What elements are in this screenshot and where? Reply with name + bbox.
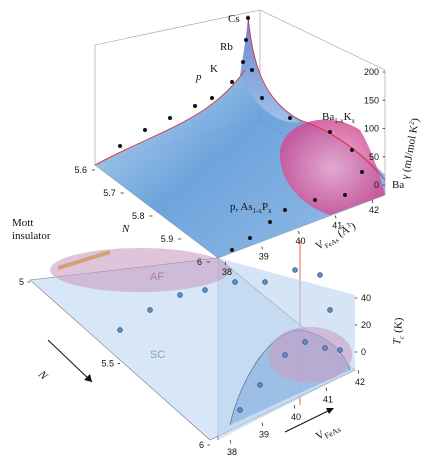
tick-label: 150 <box>364 95 379 105</box>
label-k: K <box>210 63 218 75</box>
tick-label: 0 <box>361 347 366 357</box>
v-arrowhead <box>326 408 334 414</box>
tick-mark <box>325 387 328 392</box>
tick-mark <box>261 422 264 427</box>
tick-mark <box>261 246 263 250</box>
tc-dots <box>117 267 343 413</box>
tick-label: 40 <box>291 412 301 422</box>
axis-part: 3 <box>345 221 352 230</box>
tick-label: 6 <box>199 440 204 450</box>
edge-line <box>94 14 386 181</box>
tick-label: 6 <box>197 257 202 267</box>
tick-mark <box>229 439 232 444</box>
n-top-title: N <box>121 223 130 235</box>
tick-label: 5 <box>19 277 24 287</box>
tick-mark <box>293 404 296 409</box>
tick-label: 40 <box>295 236 305 246</box>
tick-label: 100 <box>364 124 379 134</box>
tick-mark <box>371 199 374 204</box>
af-region <box>50 248 230 292</box>
label-p: p <box>195 71 202 83</box>
tick-label: 40 <box>361 293 371 303</box>
tick-label: 39 <box>259 430 269 440</box>
tick-label: 200 <box>364 67 379 77</box>
gamma-peak <box>240 15 300 123</box>
tick-label: 5.5 <box>101 359 114 369</box>
gamma-axis-title: γ (mJ/mol K2) <box>398 117 422 182</box>
tick-mark <box>224 261 227 266</box>
pink-region <box>279 119 385 215</box>
axis-part: γ (mJ/mol K <box>399 124 421 181</box>
label-rb: Rb <box>220 41 233 53</box>
v-arrow <box>284 409 331 433</box>
axis-part: ) <box>349 220 358 232</box>
tick-label: 50 <box>369 152 379 162</box>
label-cs: Cs <box>228 13 240 25</box>
n-arrowhead <box>84 374 92 382</box>
label-part: x <box>352 117 356 125</box>
label-sc: SC <box>150 349 165 361</box>
n-bottom-title: N <box>35 368 50 383</box>
label-part: insulator <box>12 230 51 242</box>
tick-label: 0 <box>374 180 379 190</box>
tick-label: 42 <box>355 377 365 387</box>
tick-label: 5.6 <box>74 165 87 175</box>
tick-label: 5.7 <box>103 188 116 198</box>
tick-label: 5.9 <box>161 234 174 244</box>
surface-dots <box>118 16 364 252</box>
tick-label: 41 <box>332 221 342 231</box>
tick-label: 39 <box>259 252 269 262</box>
tick-mark <box>357 369 360 374</box>
label-part: 1-x <box>334 117 344 125</box>
label-part: x <box>268 207 272 215</box>
label-bak: Ba1-xKx <box>322 111 356 125</box>
tick-label: 20 <box>361 320 371 330</box>
sc-pink <box>268 327 352 383</box>
label-part: p, As <box>230 201 253 213</box>
label-pas: p, As1-xPx <box>230 201 272 215</box>
axis-part: c <box>398 335 406 340</box>
tc-axis-title: Tc (K) <box>391 317 407 346</box>
tick-label: 38 <box>227 447 237 457</box>
tick-label: 5.8 <box>132 211 145 221</box>
label-af: AF <box>150 271 164 283</box>
tick-mark <box>298 230 300 235</box>
label-mott: Mott insulator <box>12 217 51 242</box>
tick-label: 41 <box>323 395 333 405</box>
tick-mark <box>334 215 337 219</box>
axis-part: (K) <box>392 317 406 336</box>
label-part: K <box>344 111 352 123</box>
v-bottom-title: VFeAs <box>314 420 343 444</box>
axis-part: ) <box>409 117 422 123</box>
tick-label: 38 <box>222 267 232 277</box>
axis-part: FeAs <box>323 425 342 441</box>
tick-label: 42 <box>369 205 379 215</box>
label-part: Mott <box>12 217 33 229</box>
mott-line <box>57 250 111 270</box>
label-part: P <box>262 201 268 213</box>
label-ba: Ba <box>392 179 404 191</box>
axis-part: T <box>391 337 404 345</box>
n-arrow <box>47 339 93 383</box>
label-part: 1-x <box>253 207 263 215</box>
axis-part: 2 <box>408 120 417 125</box>
label-part: Ba <box>322 111 334 123</box>
